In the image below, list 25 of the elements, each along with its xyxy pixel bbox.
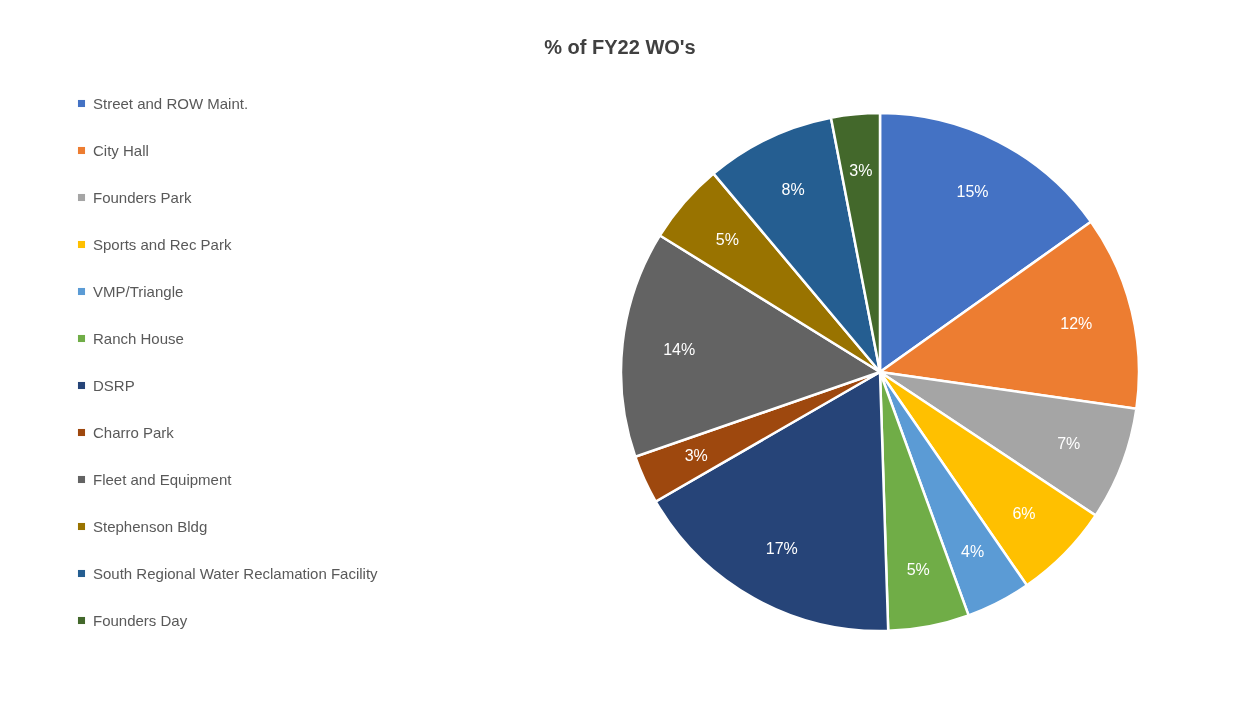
legend-label: Fleet and Equipment — [93, 470, 233, 488]
legend-label: Founders Day — [93, 611, 188, 629]
data-label: 3% — [849, 161, 873, 179]
legend-label: South Regional Water Reclamation Facility — [93, 564, 379, 582]
data-label: 12% — [1060, 315, 1093, 333]
data-label: 5% — [715, 230, 739, 248]
legend-label: Charro Park — [93, 423, 175, 441]
data-label: 15% — [956, 183, 989, 201]
legend-label: DSRP — [93, 376, 135, 394]
data-label: 4% — [961, 542, 985, 560]
legend-label: Ranch House — [93, 329, 184, 347]
data-label: 6% — [1012, 504, 1036, 522]
data-label: 7% — [1057, 435, 1081, 453]
legend-label: Stephenson Bldg — [93, 517, 208, 535]
data-label: 17% — [765, 539, 798, 557]
legend-label: Sports and Rec Park — [93, 235, 232, 253]
legend-label: Founders Park — [93, 188, 192, 206]
legend-label: Street and ROW Maint. — [93, 94, 249, 112]
chart-title: % of FY22 WO's — [544, 36, 696, 58]
legend-label: VMP/Triangle — [93, 282, 184, 300]
data-label: 8% — [781, 180, 805, 198]
data-label: 14% — [663, 340, 696, 358]
data-label: 5% — [906, 561, 930, 579]
data-label: 3% — [684, 446, 708, 464]
legend-label: City Hall — [93, 141, 149, 159]
